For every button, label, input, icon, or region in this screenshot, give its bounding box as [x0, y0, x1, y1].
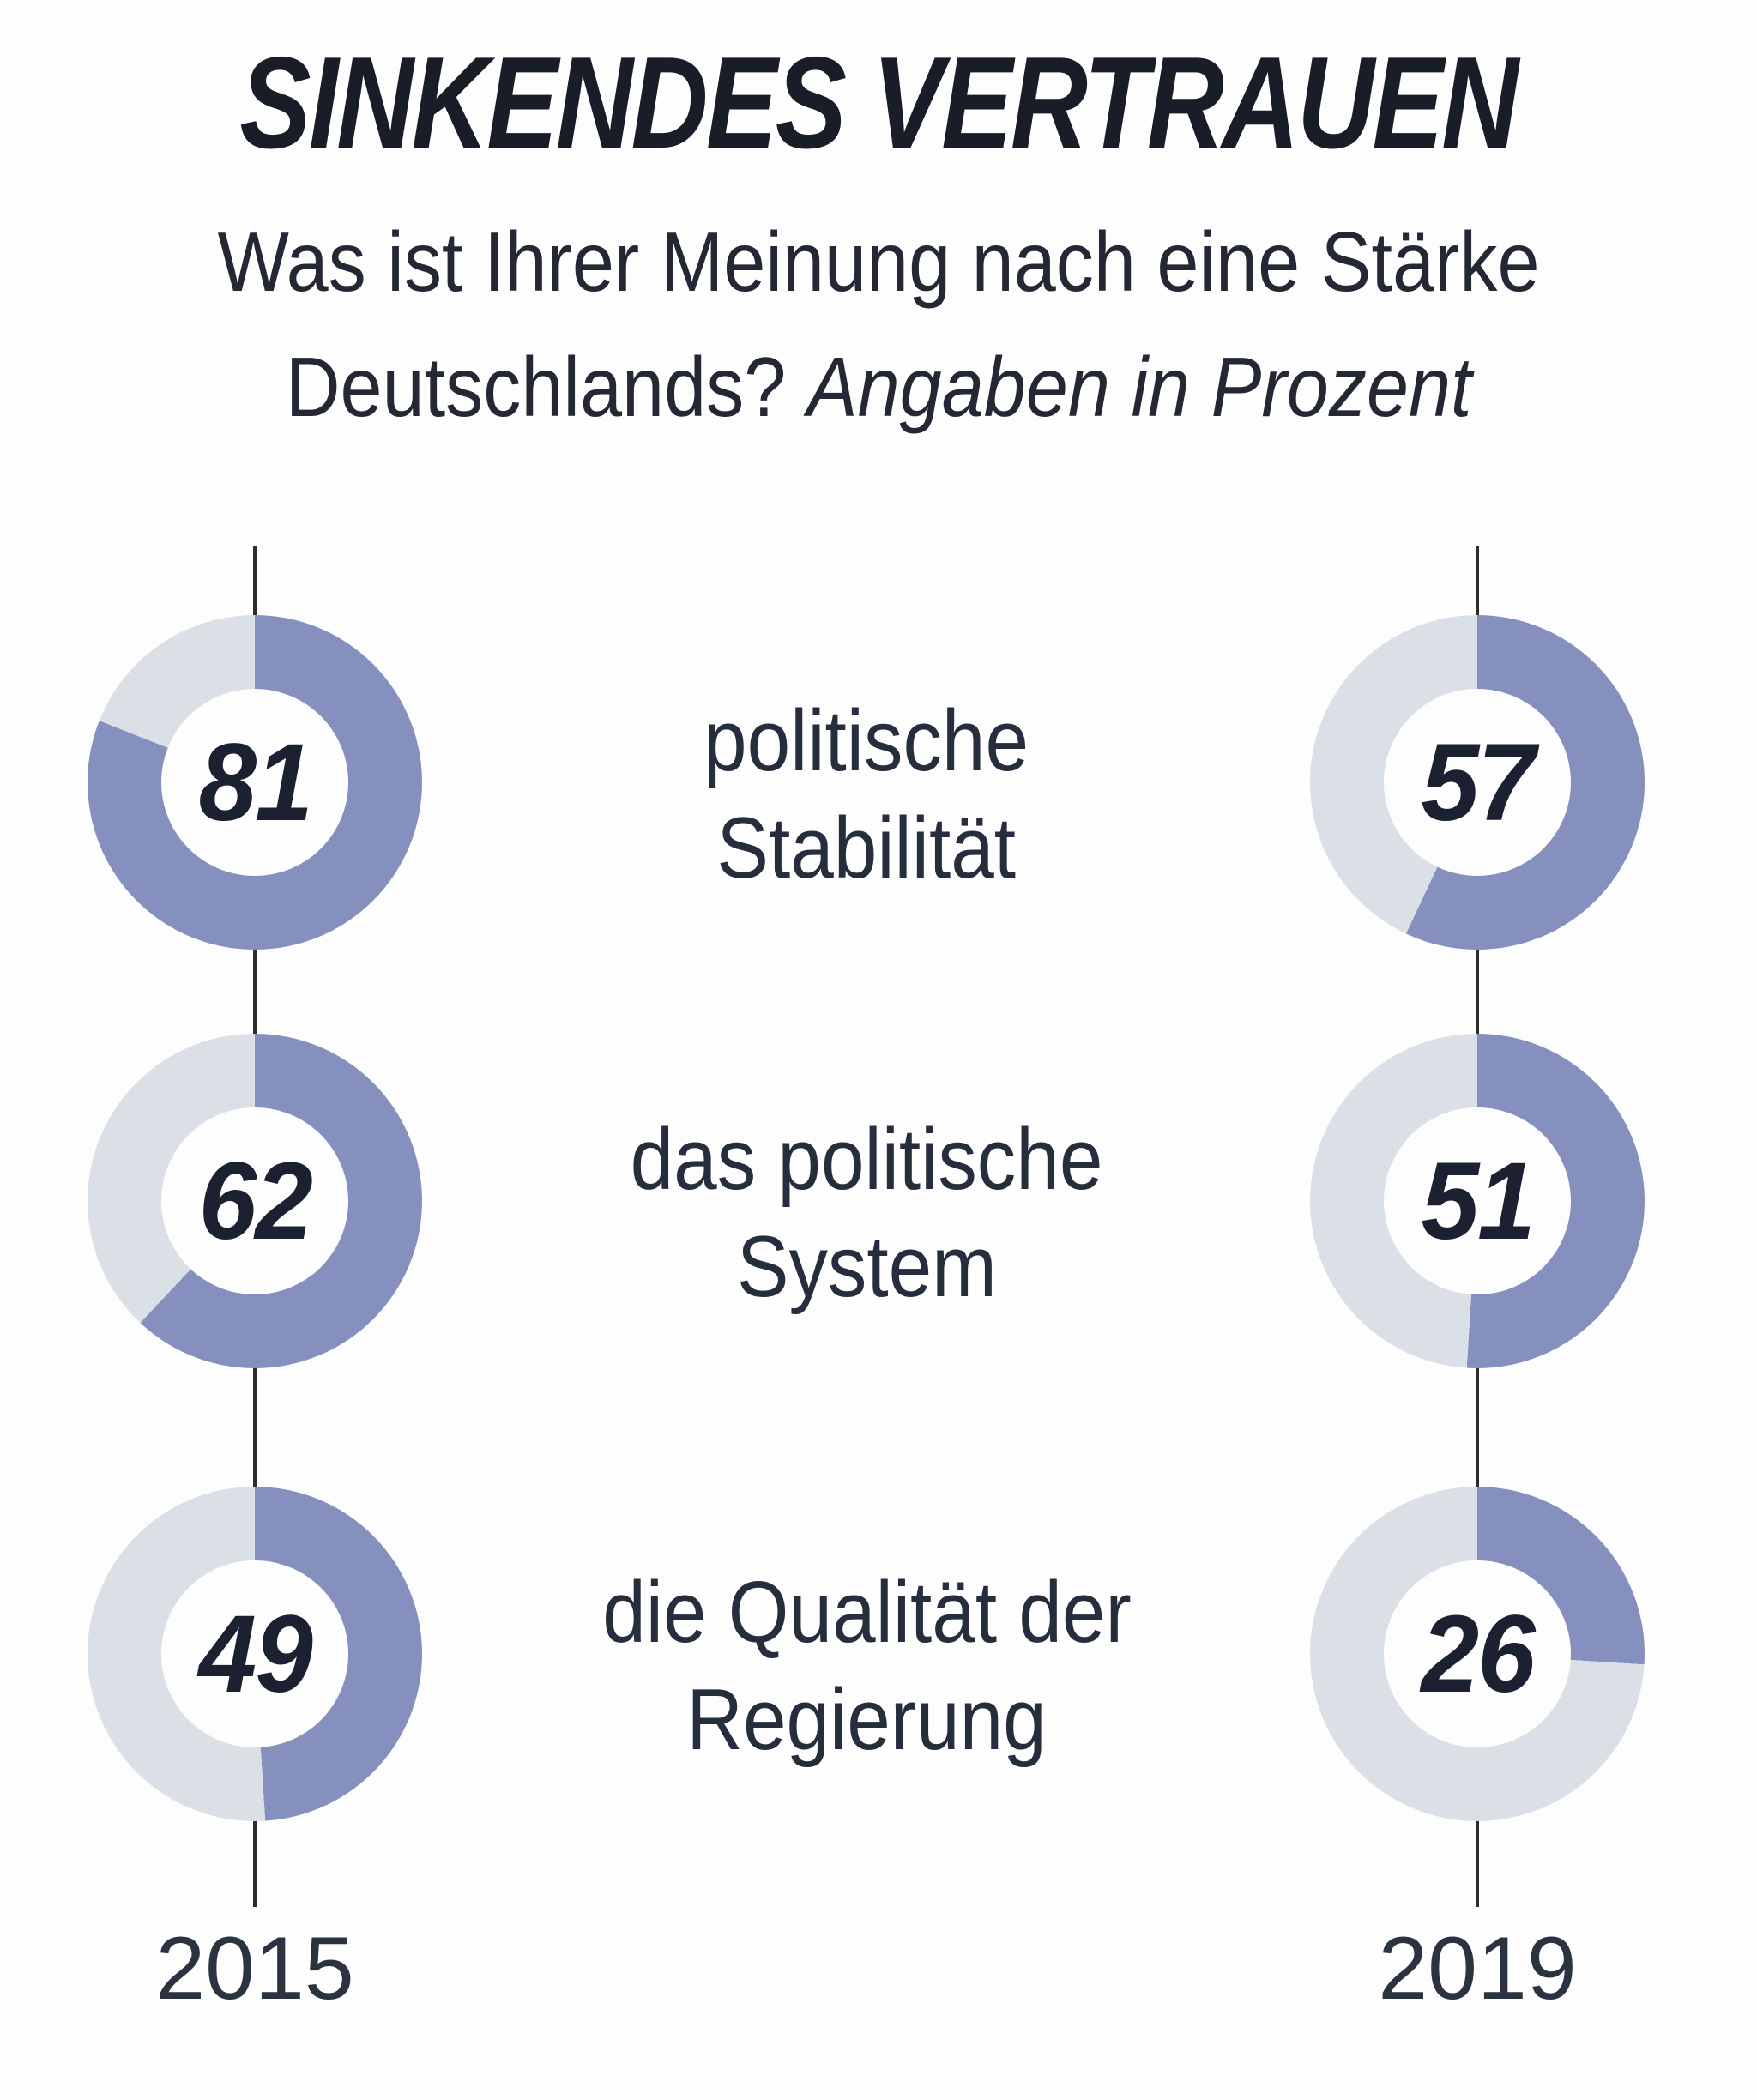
donut-2019-qualitaet-der-regierung: 26 [1310, 1487, 1645, 1821]
donut-2015-politische-stabilitaet: 81 [88, 615, 422, 950]
donut-value-2019-politische-stabilitaet: 57 [1421, 721, 1535, 844]
subtitle-unit-note: Angaben in Prozent [806, 340, 1472, 434]
page-title-text: SINKENDES VERTRAUEN [239, 30, 1519, 176]
category-label-qualitaet-der-regierung: die Qualität der Regierung [601, 1565, 1132, 1768]
donut-hole: 57 [1384, 689, 1571, 876]
category-label-politische-stabilitaet: politische Stabilität [703, 693, 1029, 896]
donut-2019-politische-stabilitaet: 57 [1310, 615, 1645, 950]
donut-hole: 81 [161, 689, 348, 876]
donut-value-2015-qualitaet-der-regierung: 49 [198, 1592, 312, 1716]
donut-2019-politisches-system: 51 [1310, 1034, 1645, 1368]
year-label-2015: 2015 [155, 1919, 354, 2019]
donut-hole: 26 [1384, 1560, 1571, 1747]
donut-2015-politisches-system: 62 [88, 1034, 422, 1368]
donut-value-2019-qualitaet-der-regierung: 26 [1421, 1592, 1535, 1716]
category-label-politisches-system: das politische System [630, 1112, 1103, 1315]
subtitle-line2: Deutschlands? [285, 340, 807, 434]
year-label-2019: 2019 [1378, 1919, 1577, 2019]
donut-2015-qualitaet-der-regierung: 49 [88, 1487, 422, 1821]
donut-value-2019-politisches-system: 51 [1421, 1139, 1535, 1263]
donut-hole: 49 [161, 1560, 348, 1747]
subtitle-line1: Was ist Ihrer Meinung nach eine Stärke [217, 214, 1540, 309]
donut-value-2015-politische-stabilitaet: 81 [198, 721, 312, 844]
donut-hole: 62 [161, 1107, 348, 1294]
page-title: SINKENDES VERTRAUEN [0, 34, 1757, 172]
chart-subtitle: Was ist Ihrer Meinung nach eine Stärke D… [0, 199, 1757, 450]
donut-value-2015-politisches-system: 62 [198, 1139, 312, 1263]
donut-hole: 51 [1384, 1107, 1571, 1294]
